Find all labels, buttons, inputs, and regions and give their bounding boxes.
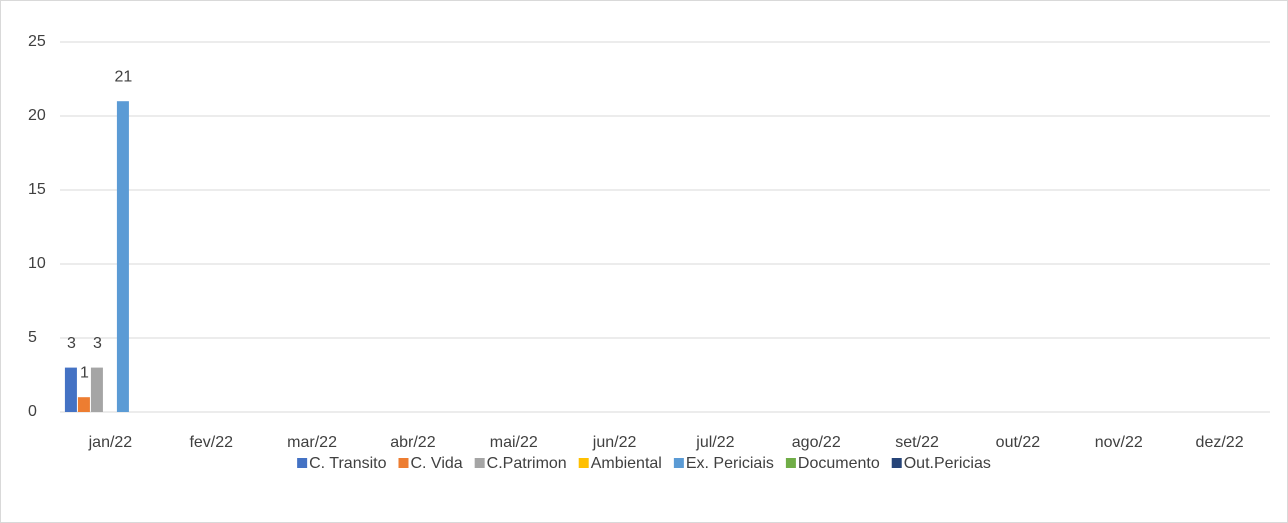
- legend-swatch: [474, 458, 485, 468]
- x-tick-label: mai/22: [490, 434, 538, 451]
- x-tick-label: dez/22: [1196, 434, 1244, 451]
- legend-swatch: [578, 458, 589, 468]
- legend-label: Out.Pericias: [904, 455, 991, 472]
- x-tick-label: nov/22: [1095, 434, 1143, 451]
- x-tick-label: mar/22: [287, 434, 337, 451]
- y-tick-label: 20: [28, 107, 46, 124]
- legend-swatch: [673, 458, 684, 468]
- legend-label: C. Vida: [410, 455, 462, 472]
- x-tick-label: jul/22: [695, 434, 734, 451]
- data-label: 3: [67, 335, 76, 352]
- x-tick-label: fev/22: [189, 434, 233, 451]
- legend-label: Documento: [798, 455, 880, 472]
- x-tick-label: ago/22: [792, 434, 841, 451]
- data-label: 3: [93, 335, 102, 352]
- y-tick-label: 0: [28, 403, 37, 420]
- bar: [116, 101, 129, 412]
- legend-swatch: [398, 458, 409, 468]
- bar: [64, 367, 77, 412]
- legend-swatch: [891, 458, 902, 468]
- legend-swatch: [297, 458, 308, 468]
- x-tick-label: jan/22: [88, 434, 133, 451]
- y-tick-label: 5: [28, 329, 37, 346]
- legend-label: Ex. Periciais: [686, 455, 774, 472]
- y-tick-label: 25: [28, 33, 46, 50]
- data-label: 1: [80, 364, 89, 381]
- legend-label: C. Transito: [309, 455, 386, 472]
- x-tick-label: set/22: [895, 434, 939, 451]
- x-tick-label: out/22: [996, 434, 1041, 451]
- bar: [77, 397, 90, 412]
- x-tick-label: jun/22: [592, 434, 637, 451]
- bar: [90, 367, 103, 412]
- data-label: 21: [115, 68, 133, 85]
- legend-label: Ambiental: [591, 455, 662, 472]
- legend-label: C.Patrimon: [487, 455, 567, 472]
- y-tick-label: 10: [28, 255, 46, 272]
- legend-swatch: [785, 458, 796, 468]
- x-tick-label: abr/22: [390, 434, 435, 451]
- y-tick-label: 15: [28, 181, 46, 198]
